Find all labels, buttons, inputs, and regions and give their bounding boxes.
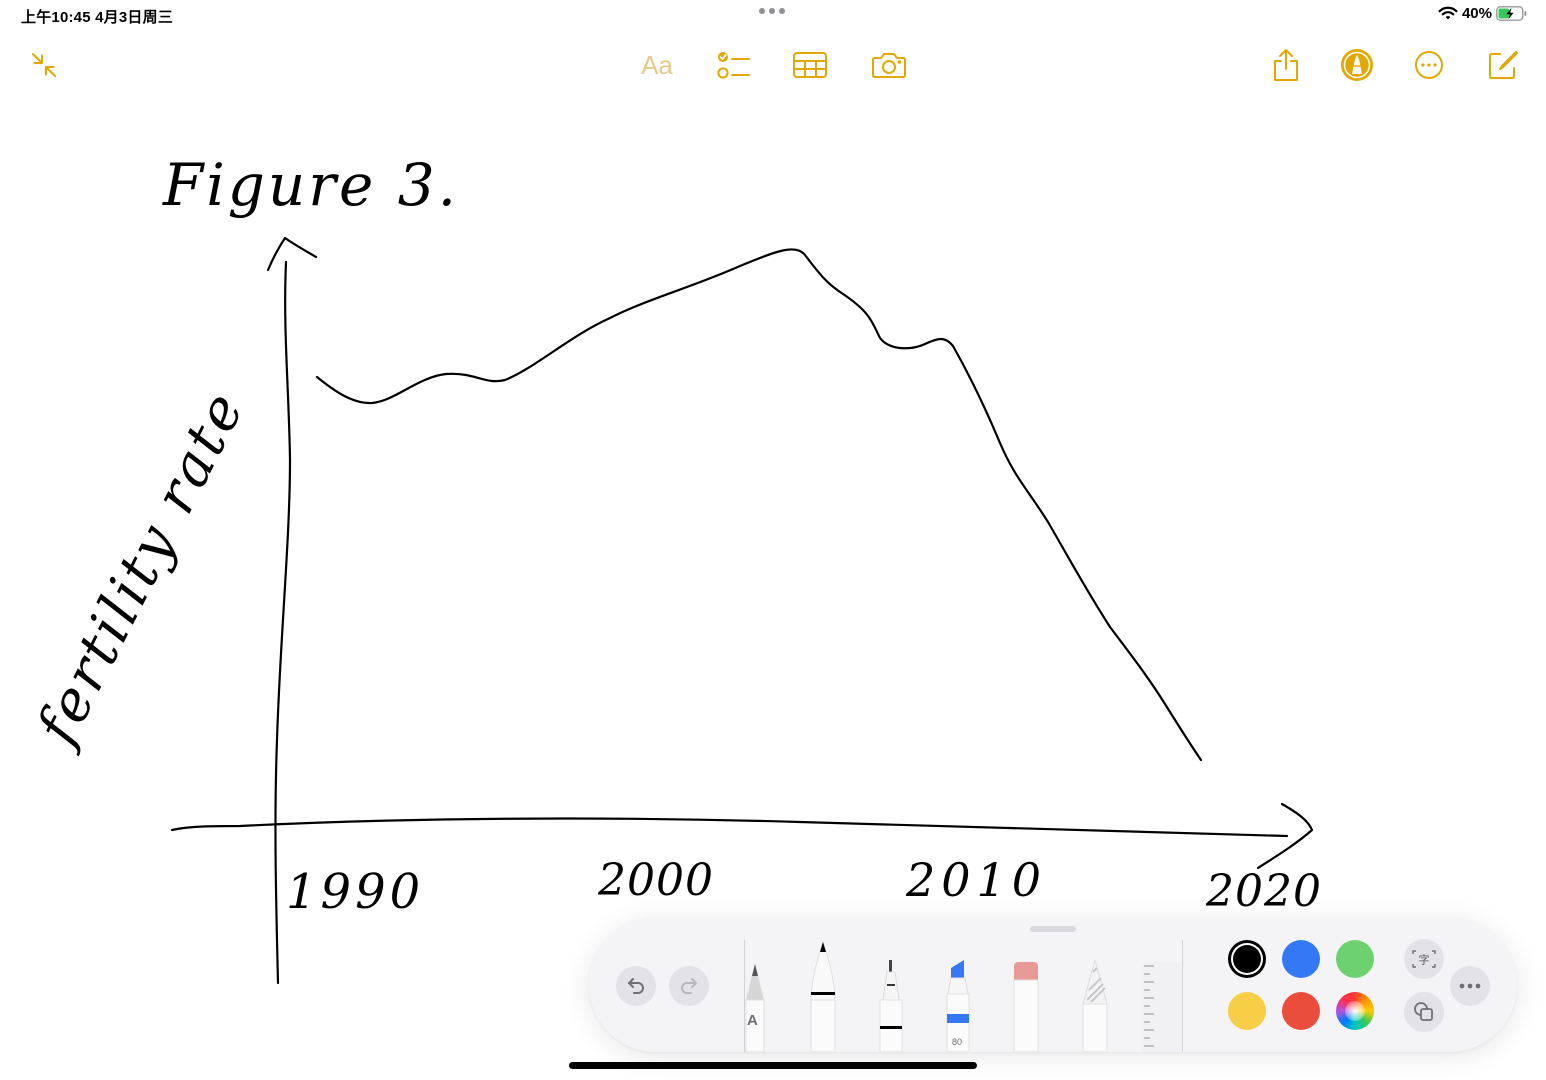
checklist-button[interactable] bbox=[712, 40, 754, 90]
multitasking-dots[interactable] bbox=[759, 8, 785, 14]
y-axis-arrowhead bbox=[266, 236, 318, 272]
fertility-rate-curve bbox=[315, 248, 1203, 762]
shapes-icon bbox=[1414, 1002, 1433, 1021]
battery-percent: 40% bbox=[1461, 5, 1492, 22]
share-icon bbox=[1274, 49, 1298, 81]
palette-grabber[interactable] bbox=[1030, 926, 1076, 932]
battery-charging-icon bbox=[1496, 6, 1527, 21]
more-icon bbox=[1415, 51, 1443, 79]
marker-tool[interactable]: 80 bbox=[944, 960, 972, 1053]
compose-button[interactable] bbox=[1482, 40, 1524, 90]
palette-divider bbox=[1182, 940, 1183, 1052]
palette-more-button[interactable] bbox=[1450, 966, 1490, 1006]
notes-toolbar: Aa bbox=[0, 40, 1546, 90]
tool-palette: A 80 bbox=[589, 918, 1517, 1053]
color-swatch-red[interactable] bbox=[1282, 992, 1320, 1030]
lasso-tool[interactable] bbox=[1081, 958, 1109, 1053]
svg-text:字: 字 bbox=[1419, 953, 1430, 967]
fineliner-tool[interactable] bbox=[877, 960, 905, 1053]
redo-button[interactable] bbox=[669, 966, 709, 1006]
palette-divider bbox=[744, 940, 745, 1052]
eraser-icon bbox=[1013, 962, 1039, 1053]
ruler-tool[interactable] bbox=[1142, 962, 1182, 1052]
wifi-icon bbox=[1438, 6, 1458, 20]
markup-button[interactable] bbox=[1336, 40, 1378, 90]
pencil-label: A bbox=[747, 1012, 758, 1029]
ellipsis-icon bbox=[1459, 983, 1481, 989]
scribble-button[interactable]: 字 bbox=[1404, 939, 1444, 979]
eraser-tool[interactable] bbox=[1012, 962, 1040, 1053]
color-swatch-yellow[interactable] bbox=[1228, 992, 1266, 1030]
collapse-button[interactable] bbox=[24, 40, 64, 90]
color-swatch-black[interactable] bbox=[1228, 940, 1266, 978]
ruler-icon bbox=[1142, 962, 1182, 1052]
pencil-a-tool[interactable]: A bbox=[743, 960, 767, 1053]
table-icon bbox=[793, 52, 827, 78]
fineliner-icon bbox=[879, 960, 903, 1053]
pen-icon bbox=[810, 940, 836, 1053]
pen-tool[interactable] bbox=[809, 940, 837, 1053]
table-button[interactable] bbox=[789, 40, 831, 90]
y-axis bbox=[274, 260, 292, 985]
scribble-text-icon: 字 bbox=[1412, 950, 1436, 968]
undo-icon bbox=[628, 978, 644, 994]
compose-icon bbox=[1489, 51, 1518, 79]
collapse-icon bbox=[32, 53, 56, 77]
share-button[interactable] bbox=[1266, 40, 1306, 90]
color-picker-wheel[interactable] bbox=[1336, 992, 1374, 1030]
y-axis-label: fertility rate bbox=[23, 380, 258, 758]
status-time-date: 上午10:45 4月3日周三 bbox=[21, 9, 174, 26]
camera-icon bbox=[872, 53, 906, 78]
redo-icon bbox=[681, 978, 697, 994]
more-button[interactable] bbox=[1408, 40, 1450, 90]
x-axis bbox=[170, 817, 1289, 838]
shapes-button[interactable] bbox=[1404, 992, 1444, 1032]
status-indicators: 40% bbox=[1438, 5, 1528, 22]
pencil-icon bbox=[745, 964, 765, 1053]
color-swatch-blue[interactable] bbox=[1282, 940, 1320, 978]
undo-button[interactable] bbox=[616, 966, 656, 1006]
format-button[interactable]: Aa bbox=[641, 49, 673, 80]
checklist-icon bbox=[717, 52, 750, 79]
x-tick-label: 1990 bbox=[286, 864, 424, 920]
home-indicator[interactable] bbox=[569, 1062, 977, 1069]
x-axis-arrowhead bbox=[1256, 802, 1314, 870]
note-canvas[interactable]: .ink { fill:none; stroke:#000; stroke-wi… bbox=[0, 90, 1546, 1080]
x-tick-label: 2010 bbox=[905, 853, 1047, 907]
markup-icon bbox=[1341, 49, 1373, 81]
camera-button[interactable] bbox=[868, 40, 910, 90]
x-tick-label: 2000 bbox=[597, 855, 714, 906]
figure-title: Figure 3. bbox=[162, 151, 459, 219]
x-tick-label: 2020 bbox=[1205, 866, 1322, 917]
lasso-icon bbox=[1082, 958, 1108, 1053]
color-swatch-green[interactable] bbox=[1336, 940, 1374, 978]
marker-size-label: 80 bbox=[952, 1037, 963, 1047]
status-bar: 上午10:45 4月3日周三 40% bbox=[0, 0, 1546, 32]
marker-icon bbox=[946, 960, 970, 1053]
